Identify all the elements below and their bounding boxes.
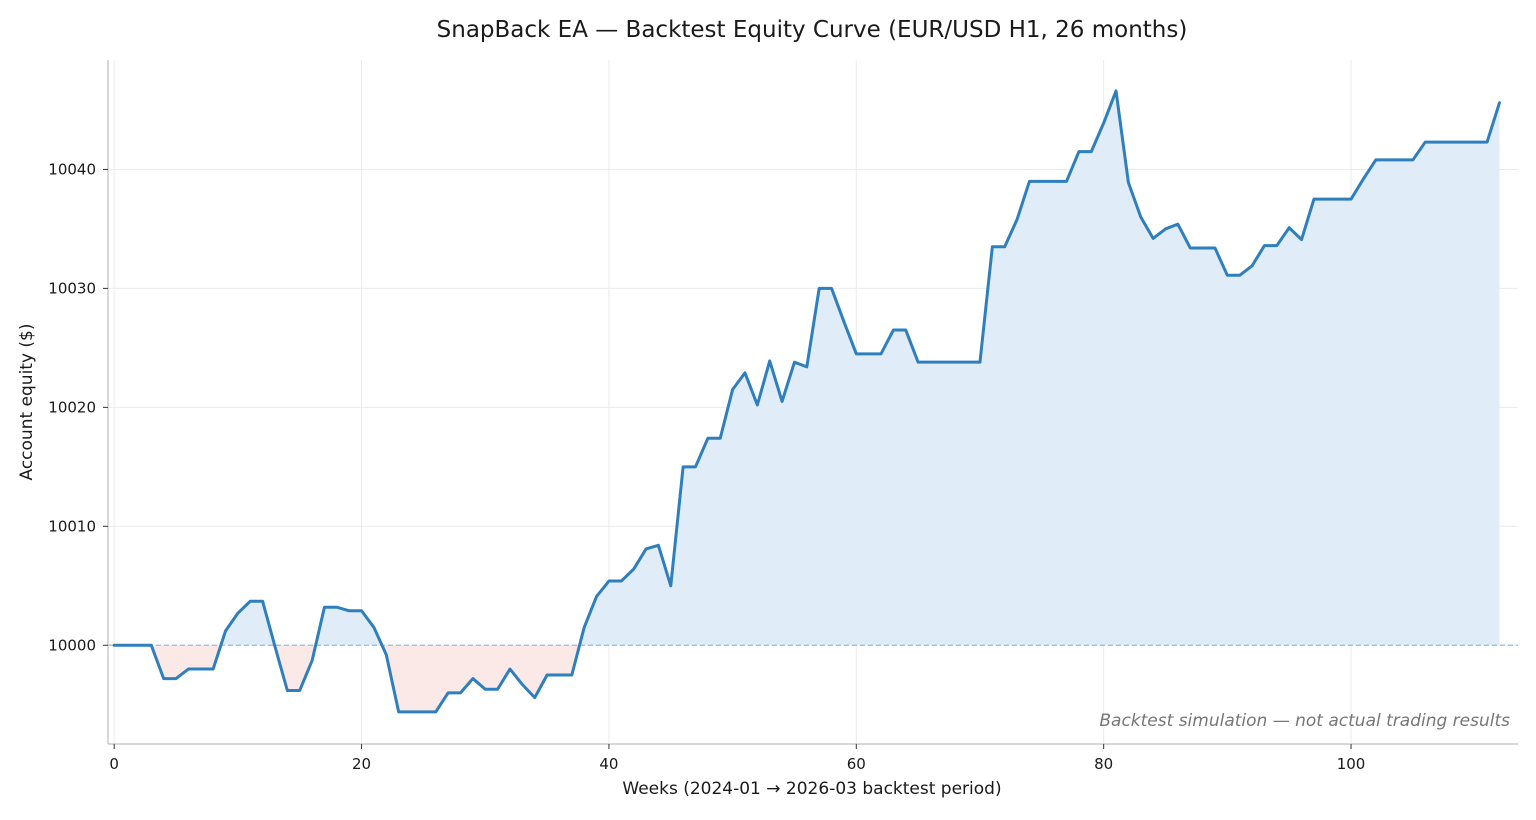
equity-line <box>112 89 1501 714</box>
x-axis-ticks: 0 20 40 60 80 100 <box>109 744 1365 773</box>
x-tick-label: 20 <box>352 755 371 773</box>
x-axis-label: Weeks (2024-01 → 2026-03 backtest period… <box>622 779 1001 799</box>
x-tick-label: 100 <box>1337 755 1366 773</box>
area-fills <box>114 90 1500 712</box>
y-tick-label: 10000 <box>48 636 96 654</box>
y-tick-label: 10010 <box>48 517 96 535</box>
y-tick-label: 10030 <box>48 279 96 297</box>
y-axis-ticks: 10000 10010 10020 10030 10040 <box>48 160 108 654</box>
y-axis-label: Account equity ($) <box>17 323 37 480</box>
y-tick-label: 10040 <box>48 160 96 178</box>
gain-area <box>220 601 275 646</box>
x-tick-label: 40 <box>599 755 618 773</box>
x-tick-label: 80 <box>1094 755 1113 773</box>
drawdown-area <box>381 645 580 712</box>
disclaimer-annotation: Backtest simulation — not actual trading… <box>1099 711 1510 731</box>
gain-area <box>579 90 1500 646</box>
y-tick-label: 10020 <box>48 398 96 416</box>
x-tick-label: 60 <box>847 755 866 773</box>
drawdown-area <box>114 645 221 679</box>
chart-title: SnapBack EA — Backtest Equity Curve (EUR… <box>437 17 1188 43</box>
x-tick-label: 0 <box>109 755 119 773</box>
